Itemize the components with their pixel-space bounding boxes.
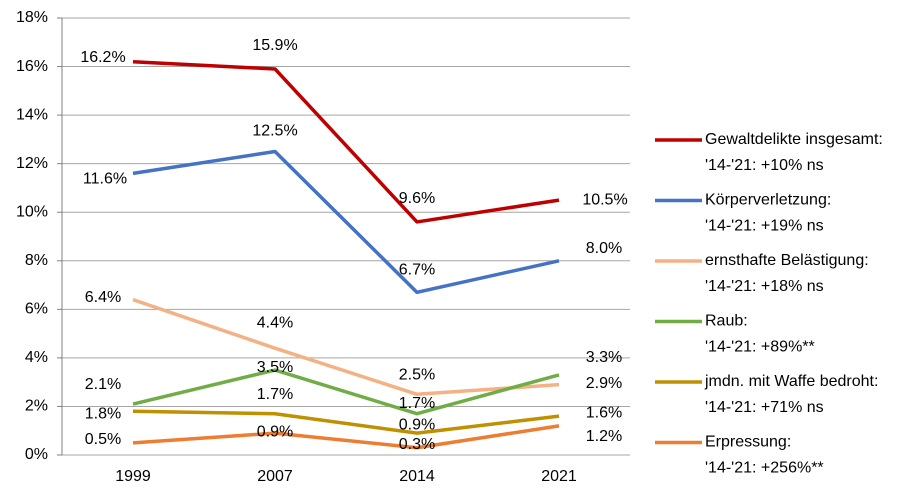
x-tick-label: 1999 [115, 468, 151, 485]
data-label: 1.2% [586, 428, 622, 445]
legend-note: '14-'21: +19% ns [705, 218, 824, 235]
series-line [132, 297, 560, 397]
legend-label: ernsthafte Belästigung: [705, 252, 869, 269]
legend-note: '14-'21: +89%** [705, 339, 815, 356]
series-line [132, 409, 560, 435]
data-label: 10.5% [582, 191, 627, 208]
data-label: 12.5% [252, 123, 297, 140]
legend-label: jmdn. mit Waffe bedroht: [704, 373, 878, 390]
data-label: 2.1% [85, 376, 121, 393]
y-tick-label: 12% [16, 155, 48, 172]
legend-label: Erpressung: [705, 434, 791, 451]
data-label: 6.4% [85, 289, 121, 306]
y-tick-label: 4% [25, 349, 48, 366]
y-tick-label: 0% [25, 446, 48, 463]
data-label: 0.9% [257, 423, 293, 440]
y-tick-label: 14% [16, 106, 48, 123]
data-label: 0.5% [85, 431, 121, 448]
data-label: 15.9% [252, 37, 297, 54]
series-line [132, 59, 560, 224]
legend-label: Gewaltdelikte insgesamt: [705, 131, 883, 148]
data-label: 3.3% [586, 349, 622, 366]
y-tick-label: 6% [25, 301, 48, 318]
data-label: 16.2% [80, 49, 125, 66]
data-label: 1.6% [586, 404, 622, 421]
data-label: 1.8% [85, 406, 121, 423]
y-tick-label: 16% [16, 58, 48, 75]
data-label: 2.5% [399, 367, 435, 384]
legend-label: Raub: [705, 313, 748, 330]
data-label: 11.6% [83, 171, 127, 188]
series-line [132, 368, 560, 416]
series-line [132, 149, 560, 295]
y-tick-label: 8% [25, 252, 48, 269]
legend-note: '14-'21: +256%** [705, 460, 824, 477]
data-label: 2.9% [586, 375, 622, 392]
data-label: 9.6% [399, 190, 435, 207]
data-label: 1.7% [257, 386, 293, 403]
legend-note: '14-'21: +10% ns [705, 157, 824, 174]
data-label: 0.3% [399, 436, 435, 453]
data-label: 4.4% [257, 314, 293, 331]
y-tick-label: 10% [16, 203, 48, 220]
data-label: 8.0% [586, 240, 622, 257]
y-tick-label: 18% [16, 9, 48, 26]
y-tick-label: 2% [25, 398, 48, 415]
x-tick-label: 2014 [399, 468, 435, 485]
legend-note: '14-'21: +18% ns [705, 278, 824, 295]
legend-note: '14-'21: +71% ns [705, 399, 824, 416]
x-tick-label: 2021 [541, 468, 577, 485]
data-label: 1.7% [399, 395, 435, 412]
data-label: 3.5% [257, 359, 293, 376]
data-label: 0.9% [399, 416, 435, 433]
data-label: 6.7% [399, 262, 435, 279]
series-line [132, 424, 560, 450]
x-tick-label: 2007 [257, 468, 293, 485]
legend-label: Körperverletzung: [705, 192, 831, 209]
